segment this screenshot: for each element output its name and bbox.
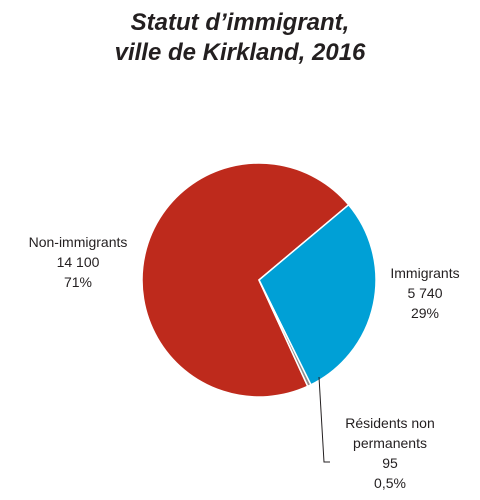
slice-immigrants <box>258 203 377 386</box>
label-non-immigrants-percent: 71% <box>63 274 93 290</box>
slice-non-immigrants <box>141 162 350 398</box>
label-immigrants-percent: 29% <box>410 305 440 321</box>
label-non-immigrants: Non-immigrants 14 100 71% <box>16 232 140 292</box>
label-immigrants-name: Immigrants <box>390 265 460 281</box>
label-immigrants-value: 5 740 <box>407 285 443 301</box>
label-residents-percent: 0,5% <box>374 475 406 491</box>
label-non-immigrants-name: Non-immigrants <box>28 234 128 250</box>
chart-title-line-1: Statut d’immigrant, <box>130 9 350 36</box>
label-non-immigrants-value: 14 100 <box>56 254 100 270</box>
label-immigrants: Immigrants 5 740 29% <box>380 263 470 323</box>
label-residents-name-line-2: permanents <box>353 435 427 451</box>
label-residents-name-line-1: Résidents non <box>345 415 435 431</box>
label-residents-non-permanents: Résidents non permanents 95 0,5% <box>330 413 450 493</box>
slice-residents-non-permanents <box>258 279 312 388</box>
leader-line-residents <box>318 376 330 463</box>
label-residents-value: 95 <box>382 455 398 471</box>
chart-title: Statut d’immigrant, ville de Kirkland, 2… <box>0 8 480 68</box>
chart-title-line-2: ville de Kirkland, 2016 <box>114 39 366 66</box>
